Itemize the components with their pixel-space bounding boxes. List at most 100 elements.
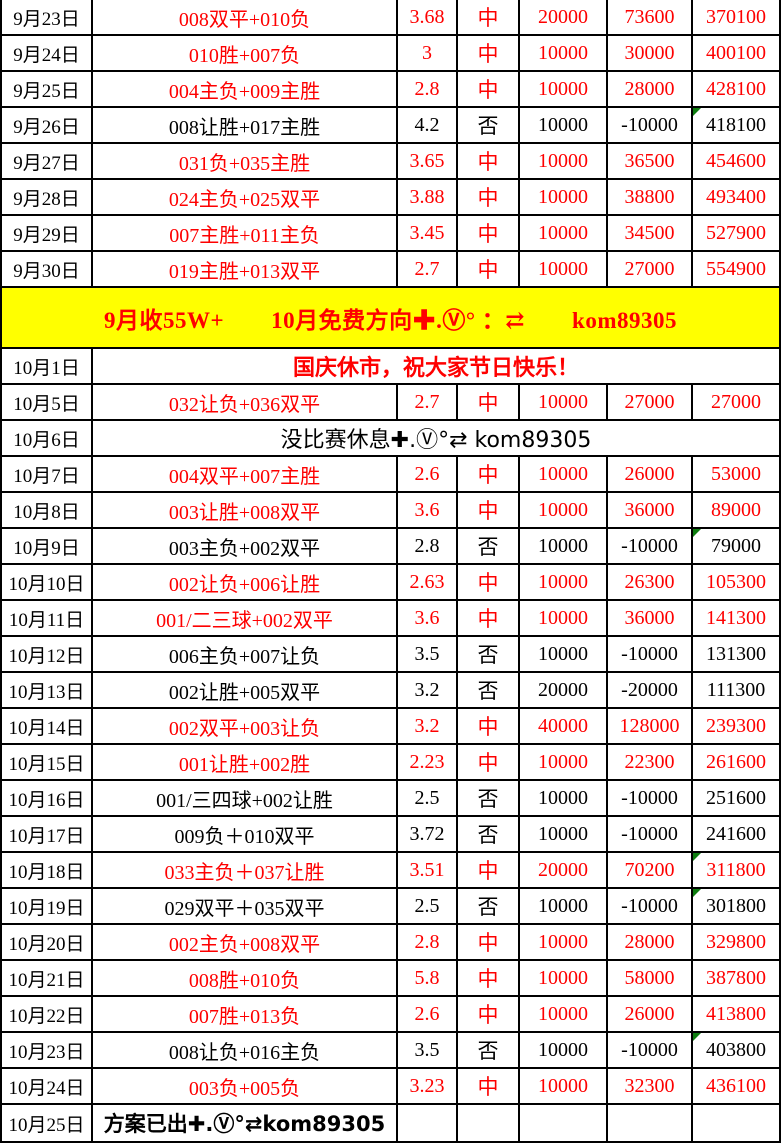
total-cell: 251600 [693, 781, 779, 815]
odds-cell: 3.5 [398, 637, 458, 671]
date-cell: 10月18日 [2, 853, 93, 887]
result-cell-text: 否 [477, 787, 499, 811]
result-cell-text: 中 [477, 967, 499, 991]
bet-row: 9月25日 004主负+009主胜 2.8 中 10000 28000 428100 [2, 72, 779, 108]
pick-cell-text: 002双平+003让负 [168, 717, 321, 740]
profit-cell: 26300 [608, 565, 693, 599]
stake-cell: 10000 [520, 529, 608, 563]
pick-cell: 003主负+002双平 [93, 529, 398, 563]
bet-row: 10月5日 032让负+036双平 2.7 中 10000 27000 27000 [2, 385, 779, 421]
stake-cell: 10000 [520, 180, 608, 214]
total-cell-text: 454600 [706, 149, 766, 172]
odds-cell: 2.7 [398, 385, 458, 419]
odds-cell-text: 2.6 [414, 1002, 440, 1025]
profit-cell: 32300 [608, 1069, 693, 1103]
stake-cell: 10000 [520, 817, 608, 851]
stake-cell-text: 20000 [538, 678, 588, 701]
profit-cell-text: -10000 [621, 822, 678, 845]
pick-cell: 002让胜+005双平 [93, 673, 398, 707]
stake-cell: 10000 [520, 961, 608, 995]
total-cell: 418100 [693, 108, 779, 142]
bet-row: 10月16日 001/三四球+002让胜 2.5 否 10000 -10000 251600 [2, 781, 779, 817]
result-cell-text: 中 [477, 391, 499, 415]
stake-cell: 40000 [520, 709, 608, 743]
total-cell: 413800 [693, 997, 779, 1031]
result-cell-text: 中 [477, 715, 499, 739]
odds-cell-text: 3 [422, 41, 432, 64]
date-cell-text: 10月1日 [13, 357, 80, 379]
result-cell: 否 [458, 108, 520, 142]
pick-cell-text: 010胜+007负 [188, 44, 301, 67]
result-cell: 中 [458, 144, 520, 178]
pick-cell: 003负+005负 [93, 1069, 398, 1103]
profit-cell: -10000 [608, 1033, 693, 1067]
profit-cell: 58000 [608, 961, 693, 995]
result-cell-text: 否 [477, 1039, 499, 1063]
profit-cell-text: 73600 [624, 5, 675, 28]
odds-cell-text: 2.8 [414, 77, 440, 100]
bet-row: 10月9日 003主负+002双平 2.8 否 10000 -10000 79000 [2, 529, 779, 565]
odds-cell-text: 3.45 [409, 221, 445, 244]
pick-cell: 007胜+013负 [93, 997, 398, 1031]
odds-cell: 2.23 [398, 745, 458, 779]
date-cell: 9月30日 [2, 252, 93, 286]
profit-cell: -10000 [608, 108, 693, 142]
pick-cell-text: 002主负+008双平 [168, 933, 321, 956]
profit-cell-text: -10000 [621, 534, 678, 557]
stake-cell: 10000 [520, 565, 608, 599]
date-cell-text: 10月10日 [8, 573, 85, 595]
odds-cell: 2.5 [398, 889, 458, 923]
profit-cell: 128000 [608, 709, 693, 743]
stake-cell-text: 10000 [538, 570, 588, 593]
date-cell: 10月12日 [2, 637, 93, 671]
promo-banner: 9月收55W+ 10月免费方向✚.Ⓥ° ：⇄ kom89305 [2, 288, 779, 347]
profit-cell-text: 27000 [624, 390, 675, 413]
date-cell: 10月21日 [2, 961, 93, 995]
odds-cell-text: 4.2 [414, 113, 440, 136]
date-cell-text: 9月29日 [13, 224, 80, 246]
profit-cell-text: -10000 [621, 894, 678, 917]
bet-row: 10月21日 008胜+010负 5.8 中 10000 58000 387800 [2, 961, 779, 997]
date-cell: 10月6日 [2, 421, 93, 455]
result-cell-text: 中 [477, 186, 499, 210]
result-cell: 中 [458, 925, 520, 959]
result-cell-text: 中 [477, 607, 499, 631]
profit-cell: 28000 [608, 925, 693, 959]
pick-cell: 032让负+036双平 [93, 385, 398, 419]
result-cell: 中 [458, 997, 520, 1031]
bet-row: 10月20日 002主负+008双平 2.8 中 10000 28000 329800 [2, 925, 779, 961]
pick-cell-text: 024主负+025双平 [168, 188, 321, 211]
date-cell-text: 10月8日 [13, 501, 80, 523]
profit-cell: 26000 [608, 457, 693, 491]
date-cell: 10月17日 [2, 817, 93, 851]
pick-cell: 001/二三球+002双平 [93, 601, 398, 635]
result-cell: 中 [458, 1069, 520, 1103]
total-cell: 261600 [693, 745, 779, 779]
result-cell: 否 [458, 529, 520, 563]
profit-cell: 27000 [608, 385, 693, 419]
stake-cell: 10000 [520, 216, 608, 250]
profit-cell-text: -10000 [621, 786, 678, 809]
stake-cell: 10000 [520, 997, 608, 1031]
total-cell-text: 428100 [706, 77, 766, 100]
date-cell-text: 10月12日 [8, 645, 85, 667]
bet-row: 9月27日 031负+035主胜 3.65 中 10000 36500 454600 [2, 144, 779, 180]
stake-cell-text: 10000 [538, 1074, 588, 1097]
date-cell-text: 9月23日 [13, 8, 80, 30]
profit-cell: -10000 [608, 889, 693, 923]
date-cell-text: 10月24日 [8, 1077, 85, 1099]
odds-cell-text: 2.7 [414, 257, 440, 280]
date-cell-text: 9月24日 [13, 44, 80, 66]
stake-cell-text: 10000 [538, 750, 588, 773]
result-cell-text: 中 [477, 6, 499, 30]
total-cell: 239300 [693, 709, 779, 743]
stake-cell: 10000 [520, 385, 608, 419]
result-cell: 否 [458, 673, 520, 707]
profit-cell: -10000 [608, 817, 693, 851]
result-cell-text: 否 [477, 643, 499, 667]
pick-cell-text: 033主负＋037让胜 [164, 861, 325, 884]
odds-cell: 3.2 [398, 709, 458, 743]
stake-cell: 10000 [520, 1069, 608, 1103]
profit-cell-text: 38800 [624, 185, 675, 208]
total-cell-text: 89000 [711, 498, 761, 521]
